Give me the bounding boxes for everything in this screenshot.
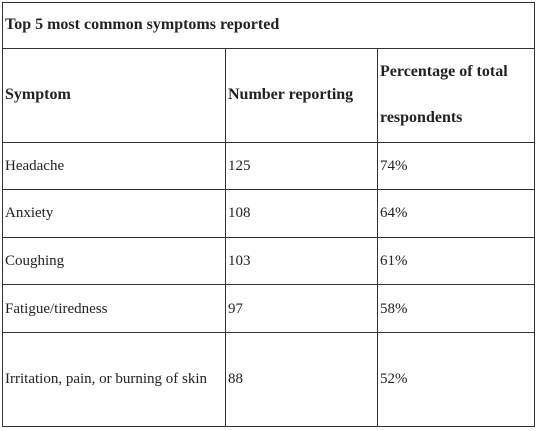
table-cell: 61%	[376, 236, 536, 286]
table-row: Headache 125 74%	[2, 141, 536, 191]
table-cell: Headache	[2, 141, 226, 191]
column-header: Number reporting	[225, 47, 378, 143]
table-cell: 88	[225, 331, 378, 428]
table-row: Coughing 103 61%	[2, 236, 536, 286]
table-row: Anxiety 108 64%	[2, 189, 536, 238]
table-cell: 64%	[376, 189, 536, 238]
table-cell: Coughing	[2, 236, 226, 286]
table-cell: Anxiety	[2, 189, 226, 238]
column-header: Percentage of total respondents	[376, 47, 536, 143]
table-cell: 125	[225, 141, 378, 191]
table-cell: 58%	[376, 284, 536, 333]
table-title: Top 5 most common symptoms reported	[1, 2, 536, 49]
table-cell: 108	[225, 189, 378, 238]
title-row: Top 5 most common symptoms reported	[1, 2, 536, 49]
table-row: Irritation, pain, or burning of skin 88 52…	[2, 331, 536, 428]
table-cell: 52%	[376, 331, 536, 428]
table-cell: 74%	[376, 141, 536, 191]
column-header: Symptom	[2, 47, 226, 143]
table-cell: 103	[225, 236, 378, 286]
table-cell: Fatigue/tiredness	[2, 284, 226, 333]
table-cell: Irritation, pain, or burning of skin	[2, 331, 226, 428]
table-row: Fatigue/tiredness 97 58%	[2, 284, 536, 333]
table-cell: 97	[225, 284, 378, 333]
header-row: Symptom Number reporting Percentage of t…	[2, 47, 536, 143]
